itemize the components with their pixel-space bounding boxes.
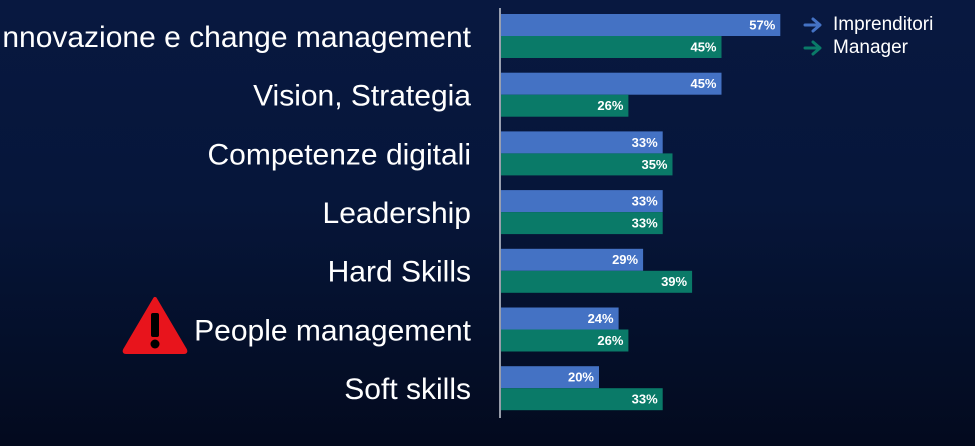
bar-imprenditori-vision-strategia xyxy=(501,72,722,95)
data-label-manager-innovazione-e-change-management: 45% xyxy=(690,39,716,54)
bar-manager-leadership xyxy=(501,212,663,235)
legend-label-manager: Manager xyxy=(833,37,908,58)
arrow-right-icon xyxy=(803,17,822,32)
bar-manager-vision-strategia xyxy=(501,94,629,117)
data-label-manager-vision-strategia: 26% xyxy=(597,98,623,113)
category-label-innovazione-e-change-management: Innovazione e change management xyxy=(0,21,472,54)
data-label-imprenditori-soft-skills: 20% xyxy=(568,370,594,385)
legend-item-manager: Manager xyxy=(803,36,933,59)
data-label-imprenditori-people-management: 24% xyxy=(588,311,614,326)
data-label-manager-hard-skills: 39% xyxy=(661,274,687,289)
bar-manager-hard-skills xyxy=(501,270,693,293)
data-label-manager-soft-skills: 33% xyxy=(632,392,658,407)
legend-item-imprenditori: Imprenditori xyxy=(803,13,933,36)
bar-imprenditori-people-management xyxy=(501,307,619,330)
data-label-imprenditori-competenze-digitali: 33% xyxy=(632,135,658,150)
bar-imprenditori-soft-skills xyxy=(501,366,599,389)
chart-legend: Imprenditori Manager xyxy=(803,13,933,59)
category-label-people-management: People management xyxy=(194,314,472,347)
data-label-imprenditori-hard-skills: 29% xyxy=(612,252,638,267)
bar-manager-people-management xyxy=(501,329,629,352)
data-label-manager-people-management: 26% xyxy=(597,333,623,348)
category-label-hard-skills: Hard Skills xyxy=(328,256,471,289)
arrow-right-icon xyxy=(803,40,822,55)
legend-label-imprenditori: Imprenditori xyxy=(833,14,934,35)
data-label-imprenditori-innovazione-e-change-management: 57% xyxy=(749,17,775,32)
bar-imprenditori-competenze-digitali xyxy=(501,131,663,154)
category-label-soft-skills: Soft skills xyxy=(344,373,471,406)
data-label-imprenditori-leadership: 33% xyxy=(632,194,658,209)
bar-manager-competenze-digitali xyxy=(501,153,673,176)
category-label-competenze-digitali: Competenze digitali xyxy=(208,138,471,171)
category-label-vision-strategia: Vision, Strategia xyxy=(253,80,471,113)
data-label-imprenditori-vision-strategia: 45% xyxy=(690,76,716,91)
bar-imprenditori-innovazione-e-change-management xyxy=(501,14,781,36)
data-label-manager-competenze-digitali: 35% xyxy=(641,157,667,172)
data-label-manager-leadership: 33% xyxy=(632,216,658,231)
warning-triangle-icon xyxy=(122,297,188,354)
bar-manager-innovazione-e-change-management xyxy=(501,36,722,58)
bar-imprenditori-leadership xyxy=(501,190,663,213)
bar-manager-soft-skills xyxy=(501,388,663,411)
bar-imprenditori-hard-skills xyxy=(501,248,644,271)
category-label-leadership: Leadership xyxy=(323,197,471,230)
